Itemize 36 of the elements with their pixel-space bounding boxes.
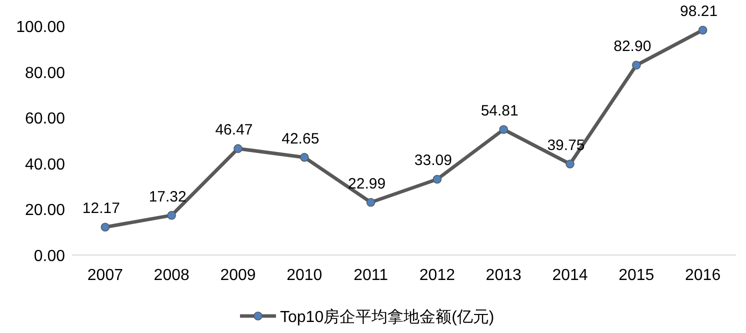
- point: [300, 152, 309, 162]
- y-tick-label: 0.00: [34, 248, 66, 265]
- point: [100, 222, 110, 232]
- x-tick-label: 2010: [286, 267, 322, 284]
- data-label: 98.21: [680, 3, 718, 20]
- legend-label: Top10房企平均拿地金额(亿元): [280, 308, 494, 326]
- y-tick-label: 100.00: [16, 19, 66, 36]
- x-tick-label: 2013: [486, 267, 522, 284]
- x-tick-label: 2016: [685, 267, 721, 284]
- data-label: 42.65: [282, 130, 320, 148]
- y-tick-label: 20.00: [24, 202, 66, 220]
- point: [499, 125, 508, 134]
- point: [432, 174, 442, 184]
- data-label: 33.09: [414, 152, 452, 170]
- x-tick-label: 2007: [87, 267, 124, 284]
- data-label: 54.81: [480, 102, 518, 120]
- x-tick-label: 2012: [419, 267, 456, 284]
- data-label: 12.17: [82, 200, 120, 218]
- y-tick-label: 60.00: [24, 110, 66, 128]
- data-label: 46.47: [215, 122, 253, 139]
- x-tick-label: 2015: [618, 267, 654, 284]
- point: [566, 160, 574, 168]
- point: [632, 60, 641, 70]
- point: [167, 210, 176, 220]
- data-label: 22.99: [348, 175, 386, 192]
- y-tick-label: 40.00: [24, 156, 66, 174]
- x-tick-label: 2009: [220, 267, 256, 284]
- point: [234, 144, 242, 153]
- x-tick-label: 2008: [154, 267, 190, 284]
- x-tick-label: 2011: [354, 267, 388, 284]
- data-label: 82.90: [614, 38, 652, 56]
- point: [698, 26, 708, 34]
- x-tick-label: 2014: [552, 267, 588, 284]
- y-tick-label: 80.00: [24, 64, 66, 82]
- data-label: 17.32: [148, 188, 186, 206]
- point: [366, 198, 376, 207]
